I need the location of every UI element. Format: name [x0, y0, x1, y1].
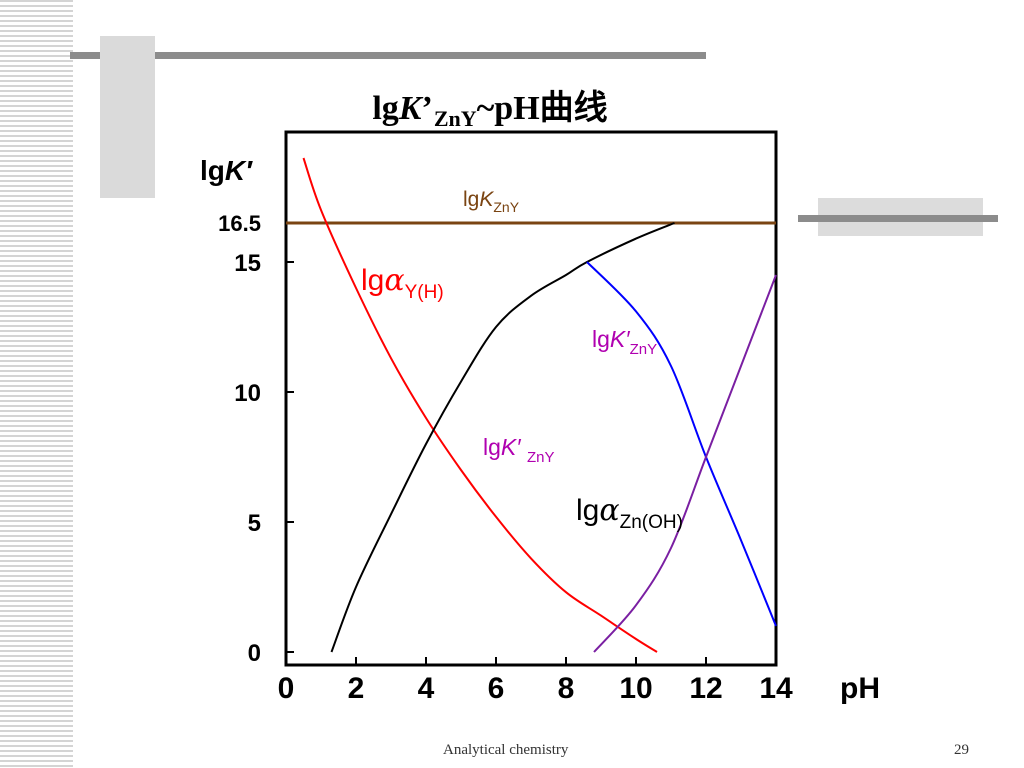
x-tick-label: 4 [418, 672, 435, 705]
label-kprime-mid-symbol: K′ [501, 434, 527, 460]
title-suffix: ~pH曲线 [476, 90, 608, 127]
x-tick-label: 10 [619, 672, 652, 705]
chart-ticks: 0 5 10 15 16.5 0 2 4 6 8 10 12 14 [218, 211, 793, 705]
y-axis-label: lgK′ [200, 155, 253, 186]
label-lgKZnY: lgKZnY [463, 188, 520, 215]
label-kprime-mid-main: lg [483, 434, 501, 460]
series-line-4 [593, 274, 777, 653]
label-alphaYH: lgαY(H) [361, 263, 444, 303]
label-alphaZnOH: lgαZn(OH) [576, 493, 683, 533]
top-gray-block [100, 36, 155, 198]
label-kprime-right-main: lg [592, 326, 610, 352]
y-tick-label-special: 16.5 [218, 211, 261, 236]
label-kprime-mid-sub: ZnY [527, 449, 555, 466]
label-alphaZnOH-main: lg [576, 494, 599, 527]
y-axis-label-k: K′ [225, 155, 253, 186]
title-subscript: ZnY [433, 106, 477, 131]
x-tick-label: 6 [488, 672, 505, 705]
top-gray-bar [70, 52, 706, 59]
label-lgKZnY-sub: ZnY [493, 199, 519, 215]
y-tick-label: 0 [248, 640, 261, 667]
title-prime: ’ [421, 90, 433, 127]
y-tick-label: 10 [234, 380, 261, 407]
series-line-1 [302, 157, 658, 653]
label-alphaYH-sub: Y(H) [405, 282, 444, 303]
label-alphaZnOH-symbol: α [599, 493, 619, 528]
y-tick-label: 5 [248, 510, 261, 537]
label-alphaYH-main: lg [361, 264, 384, 297]
x-axis-label: pH [840, 672, 880, 705]
label-alphaYH-symbol: α [384, 263, 404, 298]
label-kprime-right-symbol: K′ [610, 326, 630, 352]
y-axis-label-lg: lg [200, 155, 225, 186]
title-prefix: lg [372, 90, 399, 127]
right-gray-bar [798, 215, 998, 222]
label-lgKZnY-main: lg [463, 188, 479, 211]
x-tick-label: 14 [759, 672, 793, 705]
title-symbol: K [398, 90, 422, 127]
slide-title: lgK’ZnY~pH曲线 [0, 80, 980, 132]
x-tick-label: 0 [278, 672, 295, 705]
label-kprime-right: lgK′ZnY [592, 326, 657, 358]
label-alphaZnOH-sub: Zn(OH) [620, 512, 683, 533]
series-line-3 [586, 261, 777, 627]
x-tick-label: 8 [558, 672, 575, 705]
series-line-2 [330, 222, 675, 653]
label-lgKZnY-symbol: K [479, 188, 494, 211]
y-tick-label: 15 [234, 250, 261, 277]
x-tick-label: 12 [689, 672, 722, 705]
plot-frame [284, 130, 778, 667]
label-kprime-mid: lgK′ ZnY [483, 434, 554, 466]
footer-text: Analytical chemistry [443, 742, 569, 758]
x-tick-label: 2 [348, 672, 365, 705]
label-kprime-right-sub: ZnY [630, 341, 658, 358]
chart-curves [286, 157, 777, 653]
left-stripe-decoration [0, 0, 73, 768]
page-number: 29 [954, 742, 969, 758]
